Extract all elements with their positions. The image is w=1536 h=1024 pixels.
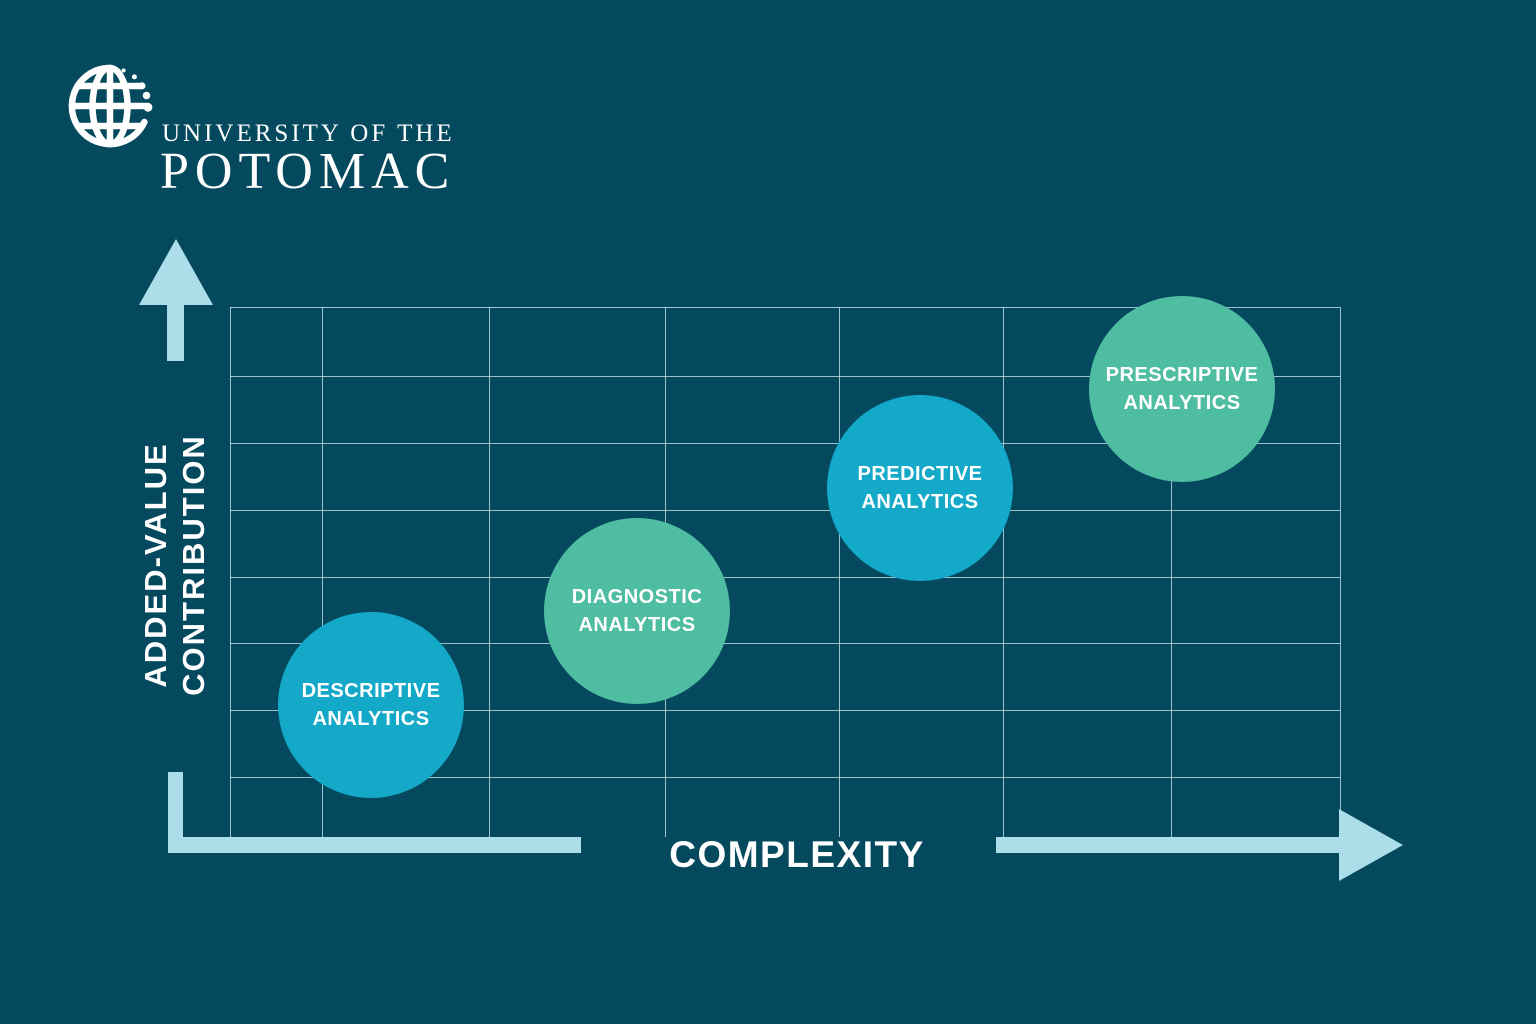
globe-dots — [121, 68, 153, 112]
grid-line-vertical — [839, 307, 840, 837]
grid-line-vertical — [1171, 307, 1172, 837]
grid-line-horizontal — [230, 443, 1340, 444]
y-axis-arrow-stem — [167, 303, 184, 361]
y-axis-label: ADDED-VALUE CONTRIBUTION — [137, 434, 213, 696]
grid-line-horizontal — [230, 376, 1340, 377]
bubble-label-line2: ANALYTICS — [312, 708, 430, 730]
y-axis-arrow-head-icon — [139, 239, 213, 305]
x-axis-corner-bar — [168, 772, 183, 853]
grid-line-vertical — [1003, 307, 1004, 837]
globe-icon — [68, 64, 153, 148]
grid-line-vertical — [230, 307, 231, 837]
bubble-label-line1: DESCRIPTIVE — [301, 680, 441, 702]
university-logo: UNIVERSITY OF THE POTOMAC — [52, 48, 472, 200]
bubble-diagnostic-analytics: DIAGNOSTIC ANALYTICS — [544, 518, 730, 704]
x-axis-label: COMPLEXITY — [669, 834, 925, 875]
grid-line-horizontal — [230, 307, 1340, 308]
bubble-label-line2: ANALYTICS — [578, 614, 696, 636]
bubble-descriptive-analytics: DESCRIPTIVE ANALYTICS — [278, 612, 464, 798]
logo-text-line2: POTOMAC — [160, 143, 456, 200]
grid-line-horizontal — [230, 577, 1340, 578]
bubble-prescriptive-analytics: PRESCRIPTIVE ANALYTICS — [1089, 296, 1275, 482]
grid-line-vertical — [1340, 307, 1341, 837]
y-axis-label-line2: CONTRIBUTION — [176, 434, 211, 696]
bubble-label-line2: ANALYTICS — [1123, 392, 1241, 414]
bubble-label-line1: PREDICTIVE — [857, 463, 983, 485]
logo-text-line1: UNIVERSITY OF THE — [162, 120, 455, 147]
x-axis-arrow-head-icon — [1339, 809, 1403, 881]
bubble-predictive-analytics: PREDICTIVE ANALYTICS — [827, 395, 1013, 581]
grid-line-horizontal — [230, 710, 1340, 711]
grid-line-vertical — [322, 307, 323, 837]
bubble-label-line1: DIAGNOSTIC — [571, 586, 703, 608]
x-axis-bar-left — [168, 837, 581, 853]
grid-line-horizontal — [230, 510, 1340, 511]
bubble-label-line2: ANALYTICS — [861, 491, 979, 513]
y-axis-label-line1: ADDED-VALUE — [138, 442, 173, 688]
bubble-label-line1: PRESCRIPTIVE — [1105, 364, 1259, 386]
grid-line-horizontal — [230, 777, 1340, 778]
grid-line-vertical — [489, 307, 490, 837]
grid-line-horizontal — [230, 643, 1340, 644]
x-axis-bar-right — [996, 837, 1339, 853]
